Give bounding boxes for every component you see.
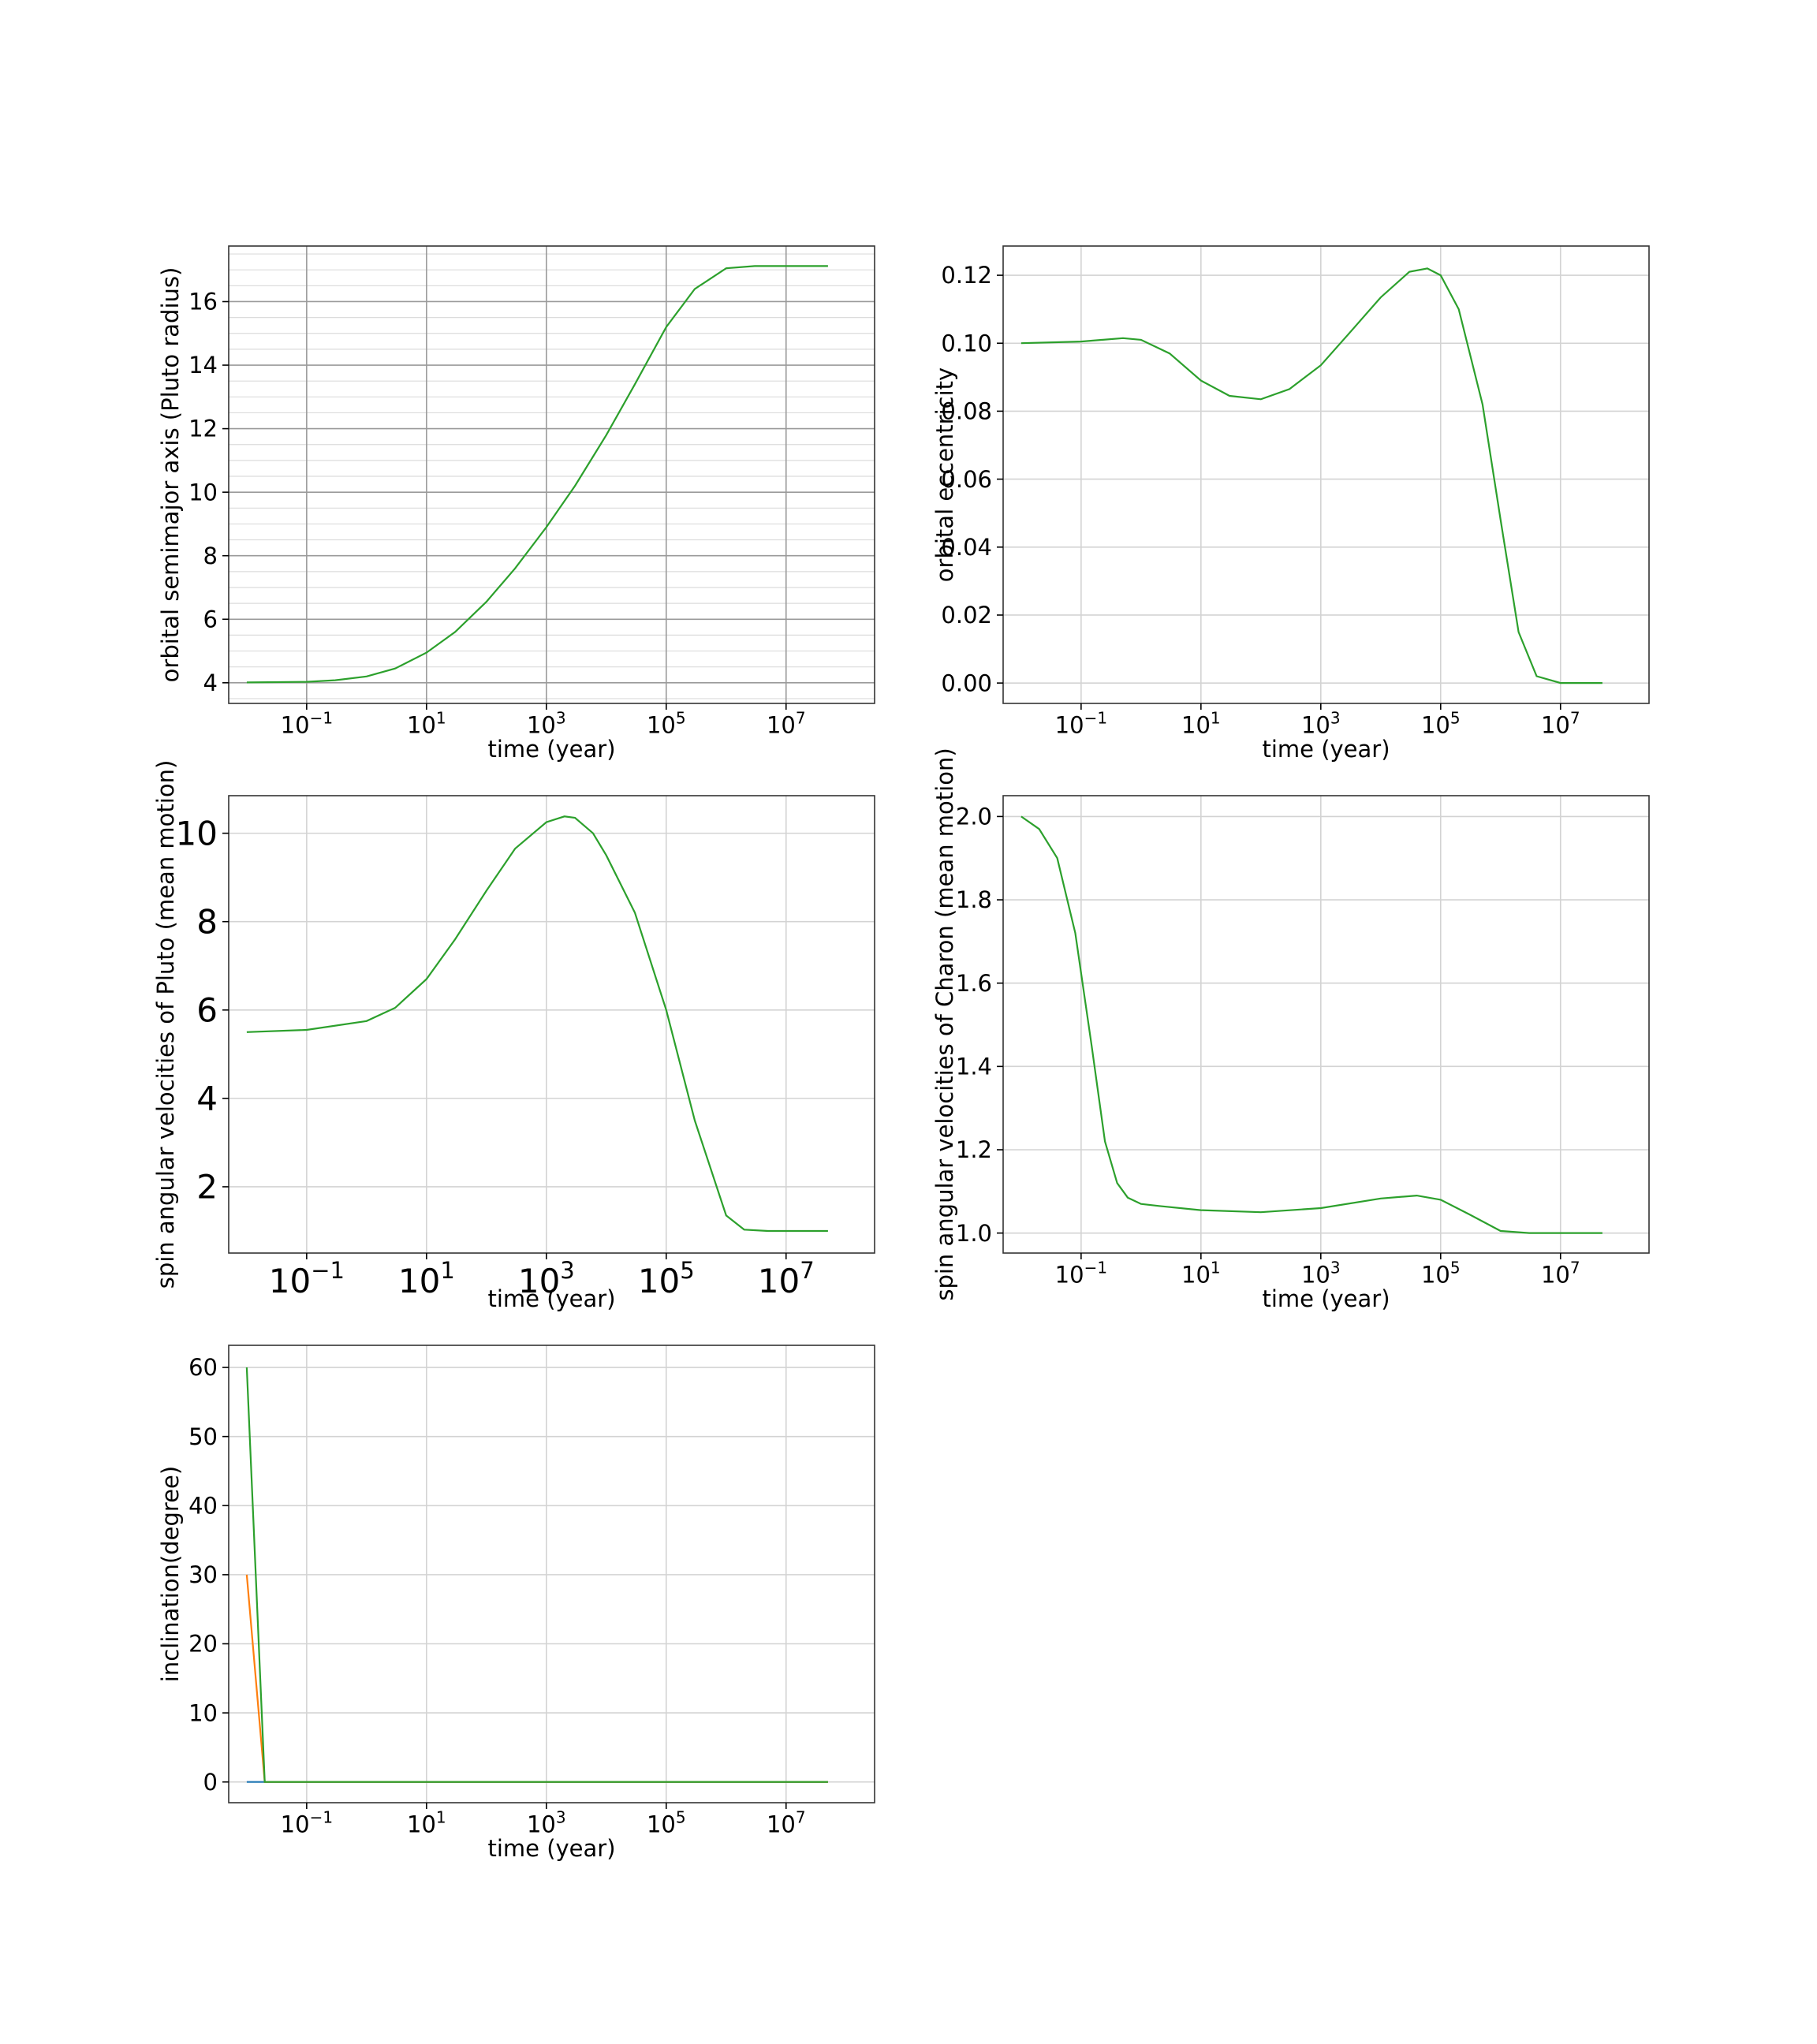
subplot-spin-charon: 10−1 101 103 105 107 1.0 1.2 1.4 1.6 1.8 2.0 time (… xyxy=(931,748,1650,1312)
x-tick-label: 10−1 xyxy=(1055,709,1107,739)
x-axis-label: time (year) xyxy=(487,1285,615,1312)
series-line-1 xyxy=(1020,267,1602,684)
x-tick-label: 105 xyxy=(647,1808,686,1838)
y-tick-label: 1.2 xyxy=(956,1136,992,1163)
y-tick-label: 10 xyxy=(176,814,218,852)
y-tick-label: 10 xyxy=(188,479,218,505)
y-tick-label: 0 xyxy=(203,1769,218,1796)
x-tick-label: 101 xyxy=(1181,1259,1221,1289)
x-tick-label: 101 xyxy=(407,1808,446,1838)
subplot-semimajor: 10−1 101 103 105 107 4 6 8 10 12 14 16 time (year) or… xyxy=(157,245,875,763)
series-line-3 xyxy=(245,1367,828,1783)
y-tick-label: 1.6 xyxy=(956,970,992,997)
y-axis-label: spin angular velocities of Pluto (mean m… xyxy=(152,760,179,1289)
x-tick-label: 107 xyxy=(1541,1259,1580,1289)
y-axis-label: orbital semimajor axis (Pluto radius) xyxy=(157,267,184,683)
y-tick-label: 8 xyxy=(196,902,218,941)
subplot-inclination: 10−1 101 103 105 107 0 10 20 30 40 50 60 time (year)… xyxy=(157,1345,875,1862)
y-tick-label: 30 xyxy=(188,1561,218,1588)
x-axis-label: time (year) xyxy=(1262,1285,1390,1312)
y-tick-label: 40 xyxy=(188,1492,218,1519)
series-line-1 xyxy=(246,265,828,684)
x-tick-label: 103 xyxy=(527,1808,566,1838)
x-tick-label: 10−1 xyxy=(1055,1259,1107,1289)
axes-frame xyxy=(1002,245,1650,704)
y-tick-label: 0.08 xyxy=(941,398,992,425)
y-tick-label: 8 xyxy=(203,543,218,569)
x-tick-label: 101 xyxy=(398,1257,455,1300)
x-tick-label: 105 xyxy=(647,709,686,739)
y-tick-label: 2 xyxy=(196,1168,218,1207)
x-tick-label: 10−1 xyxy=(269,1257,345,1300)
x-tick-label: 107 xyxy=(758,1257,815,1300)
x-tick-label: 10−1 xyxy=(281,709,333,739)
axes-frame xyxy=(1002,795,1650,1254)
y-tick-label: 50 xyxy=(188,1423,218,1450)
x-tick-label: 107 xyxy=(767,1808,806,1838)
y-tick-label: 6 xyxy=(196,990,218,1029)
x-tick-label: 107 xyxy=(1541,709,1580,739)
y-axis-label: spin angular velocities of Charon (mean … xyxy=(931,748,958,1300)
x-tick-label: 107 xyxy=(767,709,806,739)
series-line-1 xyxy=(1020,815,1602,1234)
x-axis-label: time (year) xyxy=(487,1835,615,1862)
y-tick-label: 1.8 xyxy=(956,886,992,913)
x-axis-label: time (year) xyxy=(487,736,615,763)
y-tick-label: 12 xyxy=(188,416,218,442)
x-tick-label: 103 xyxy=(518,1257,575,1300)
y-tick-label: 0.04 xyxy=(941,534,992,561)
y-tick-label: 4 xyxy=(196,1080,218,1118)
y-tick-label: 10 xyxy=(188,1699,218,1726)
x-tick-label: 101 xyxy=(1181,709,1221,739)
x-tick-label: 10−1 xyxy=(281,1808,333,1838)
y-axis-label: inclination(degree) xyxy=(157,1466,184,1682)
x-tick-label: 105 xyxy=(1421,709,1461,739)
x-tick-label: 101 xyxy=(407,709,446,739)
y-tick-label: 1.0 xyxy=(956,1220,992,1247)
x-tick-label: 103 xyxy=(1301,709,1341,739)
y-tick-label: 60 xyxy=(188,1354,218,1381)
y-tick-label: 20 xyxy=(188,1631,218,1658)
x-tick-label: 103 xyxy=(1301,1259,1341,1289)
y-tick-label: 0.00 xyxy=(941,670,992,696)
axes-frame xyxy=(228,1345,875,1803)
y-tick-label: 1.4 xyxy=(956,1054,992,1080)
y-tick-label: 4 xyxy=(203,670,218,696)
y-tick-label: 14 xyxy=(188,352,218,379)
y-axis-label: orbital eccentricity xyxy=(931,367,958,582)
axes-frame xyxy=(228,795,875,1254)
x-axis-label: time (year) xyxy=(1262,736,1390,763)
y-tick-label: 0.02 xyxy=(941,602,992,628)
axes-frame xyxy=(228,245,875,704)
y-tick-label: 0.10 xyxy=(941,330,992,356)
subplot-spin-pluto: 10−1 101 103 105 107 2 4 6 8 10 time (year) spin an… xyxy=(152,760,875,1312)
y-tick-label: 0.12 xyxy=(941,262,992,289)
x-tick-label: 105 xyxy=(638,1257,695,1300)
series-line-1 xyxy=(246,815,828,1233)
y-tick-label: 6 xyxy=(203,606,218,632)
y-tick-label: 16 xyxy=(188,289,218,315)
y-tick-label: 2.0 xyxy=(956,804,992,830)
y-tick-label: 0.06 xyxy=(941,466,992,493)
x-tick-label: 103 xyxy=(527,709,566,739)
subplot-eccentricity: 10−1 101 103 105 107 0.00 0.02 0.04 0.06 0.08 0.10… xyxy=(931,245,1650,763)
x-tick-label: 105 xyxy=(1421,1259,1461,1289)
